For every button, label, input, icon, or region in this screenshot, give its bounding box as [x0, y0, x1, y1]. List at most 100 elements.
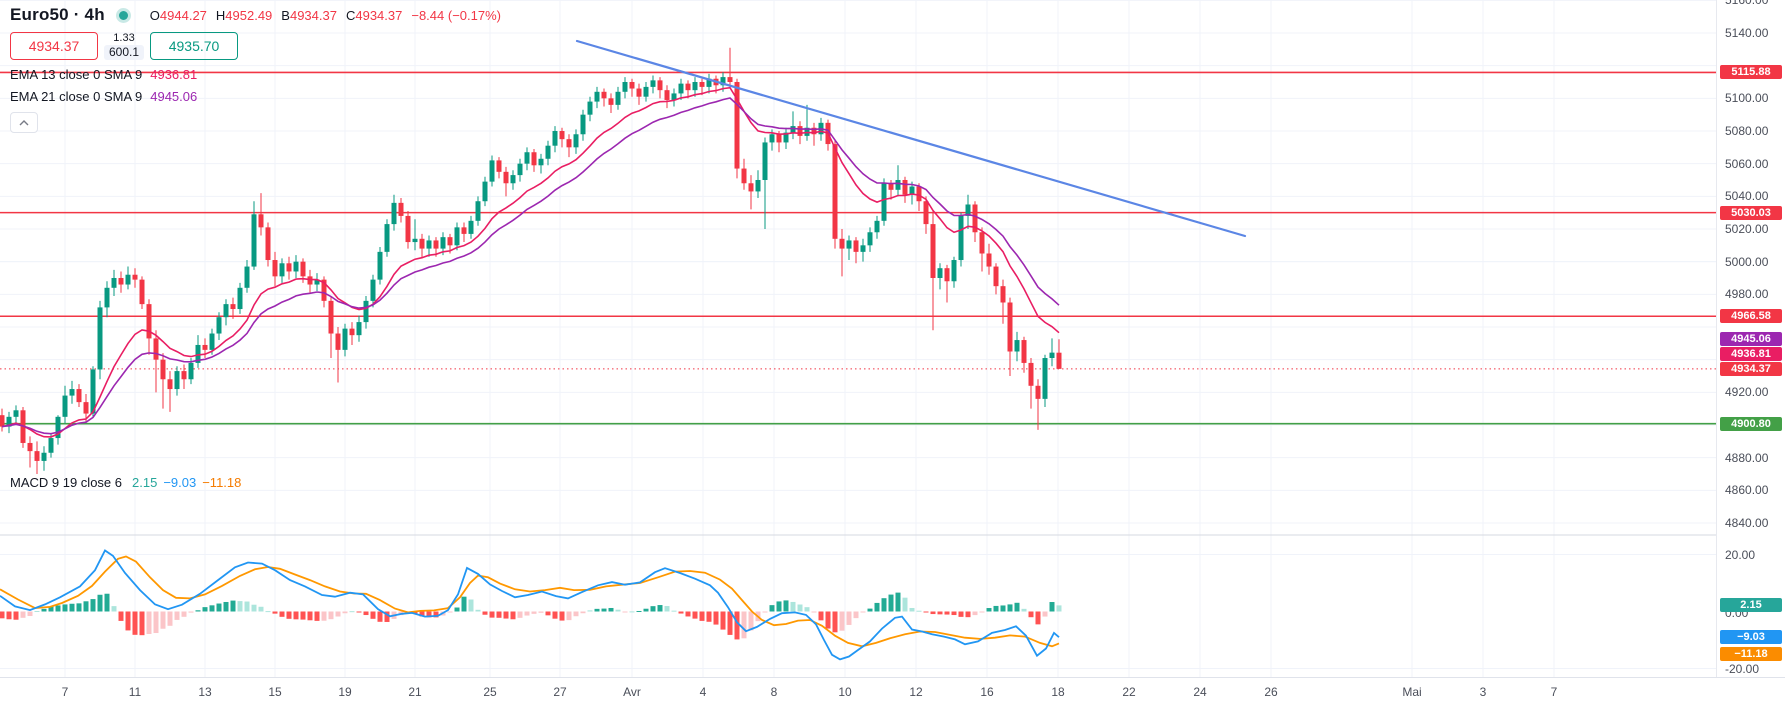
candle-body[interactable] — [986, 253, 992, 267]
candle-body[interactable] — [664, 90, 670, 100]
candle-body[interactable] — [1049, 352, 1055, 359]
collapse-legend-button[interactable] — [10, 112, 38, 133]
time-tick-label[interactable]: 27 — [553, 685, 567, 699]
candle-body[interactable] — [776, 134, 782, 143]
time-tick-label[interactable]: 7 — [1550, 685, 1558, 699]
candle-body[interactable] — [475, 201, 481, 221]
candle-body[interactable] — [279, 263, 285, 277]
candle-body[interactable] — [384, 224, 390, 252]
candle-body[interactable] — [363, 300, 369, 323]
candle-body[interactable] — [930, 224, 936, 278]
candle-body[interactable] — [377, 251, 383, 280]
time-tick-label[interactable]: 7 — [61, 685, 69, 699]
candle-body[interactable] — [559, 130, 565, 140]
candle-body[interactable] — [643, 86, 649, 97]
candle-body[interactable] — [671, 93, 677, 100]
candle-body[interactable] — [104, 287, 110, 308]
time-tick-label[interactable]: 12 — [909, 685, 923, 699]
time-tick-label[interactable]: 3 — [1479, 685, 1487, 699]
candle-body[interactable] — [867, 232, 873, 246]
candle-body[interactable] — [608, 98, 614, 105]
candle-body[interactable] — [853, 240, 859, 252]
time-tick-label[interactable]: 8 — [770, 685, 778, 699]
indicator-row-ema21[interactable]: EMA 21 close 0 SMA 9 4945.06 — [10, 89, 501, 104]
candle-body[interactable] — [902, 179, 908, 195]
candle-body[interactable] — [706, 78, 712, 87]
candle-body[interactable] — [139, 279, 145, 305]
candle-body[interactable] — [62, 395, 68, 417]
candle-body[interactable] — [454, 227, 460, 246]
candle-body[interactable] — [601, 91, 607, 99]
candle-body[interactable] — [832, 144, 838, 239]
time-tick-label[interactable]: 25 — [483, 685, 497, 699]
candle-body[interactable] — [160, 359, 166, 380]
candle-body[interactable] — [510, 175, 516, 184]
candle-body[interactable] — [1035, 385, 1041, 399]
buy-button[interactable]: 4935.70 — [150, 32, 239, 60]
candle-body[interactable] — [720, 77, 726, 86]
time-tick-label[interactable]: 21 — [408, 685, 422, 699]
candle-body[interactable] — [552, 130, 558, 146]
descending-trendline[interactable] — [575, 39, 1247, 238]
candle-body[interactable] — [307, 276, 313, 285]
candle-body[interactable] — [468, 220, 474, 234]
time-tick-label[interactable]: 24 — [1193, 685, 1207, 699]
candle-body[interactable] — [916, 186, 922, 202]
time-tick-label[interactable]: Mai — [1402, 685, 1422, 699]
candle-body[interactable] — [300, 261, 306, 277]
candle-body[interactable] — [692, 81, 698, 91]
candle-body[interactable] — [783, 132, 789, 143]
candle-body[interactable] — [118, 277, 124, 285]
candle-body[interactable] — [76, 389, 82, 403]
candle-body[interactable] — [909, 186, 915, 195]
candle-body[interactable] — [888, 183, 894, 190]
macd-legend[interactable]: MACD 9 19 close 6 2.15 −9.03 −11.18 — [10, 475, 247, 490]
candle-body[interactable] — [1007, 302, 1013, 352]
candle-body[interactable] — [188, 362, 194, 380]
candle-body[interactable] — [412, 238, 418, 243]
candle-body[interactable] — [258, 214, 264, 228]
time-tick-label[interactable]: 11 — [128, 685, 142, 699]
candle-body[interactable] — [132, 274, 138, 280]
candle-body[interactable] — [531, 152, 537, 166]
candle-body[interactable] — [391, 202, 397, 225]
candle-body[interactable] — [55, 416, 61, 439]
candle-body[interactable] — [503, 171, 509, 184]
candle-body[interactable] — [538, 158, 544, 166]
candle-body[interactable] — [216, 317, 222, 334]
candle-body[interactable] — [314, 279, 320, 285]
candle-body[interactable] — [860, 245, 866, 252]
candle-body[interactable] — [489, 160, 495, 182]
time-tick-label[interactable]: 4 — [699, 685, 707, 699]
candle-body[interactable] — [496, 160, 502, 172]
symbol-title[interactable]: Euro50 · 4h — [10, 5, 105, 24]
candle-body[interactable] — [979, 232, 985, 254]
candle-body[interactable] — [881, 183, 887, 221]
candle-body[interactable] — [342, 328, 348, 350]
candle-body[interactable] — [517, 163, 523, 176]
candle-body[interactable] — [636, 88, 642, 97]
candle-body[interactable] — [398, 202, 404, 216]
candle-body[interactable] — [524, 152, 530, 164]
price-axis[interactable]: 5160.00 5140.00 5100.00 5080.00 5060.00 5040.… — [1716, 0, 1785, 677]
macd-signal-line[interactable] — [0, 555, 1060, 648]
candle-body[interactable] — [993, 266, 999, 287]
candle-body[interactable] — [895, 179, 901, 190]
time-tick-label[interactable]: 22 — [1122, 685, 1136, 699]
time-tick-label[interactable]: 16 — [980, 685, 994, 699]
ema13-line[interactable] — [1, 86, 1060, 438]
candle-body[interactable] — [237, 287, 243, 310]
candle-body[interactable] — [27, 442, 33, 452]
candle-body[interactable] — [272, 260, 278, 277]
candle-body[interactable] — [48, 438, 54, 453]
candle-body[interactable] — [146, 304, 152, 339]
candle-body[interactable] — [335, 333, 341, 350]
candle-body[interactable] — [1056, 352, 1062, 369]
candle-body[interactable] — [90, 369, 96, 414]
candle-body[interactable] — [202, 344, 208, 350]
candle-body[interactable] — [972, 204, 978, 233]
candle-body[interactable] — [797, 126, 803, 136]
candle-body[interactable] — [0, 415, 5, 427]
candle-body[interactable] — [951, 260, 957, 282]
